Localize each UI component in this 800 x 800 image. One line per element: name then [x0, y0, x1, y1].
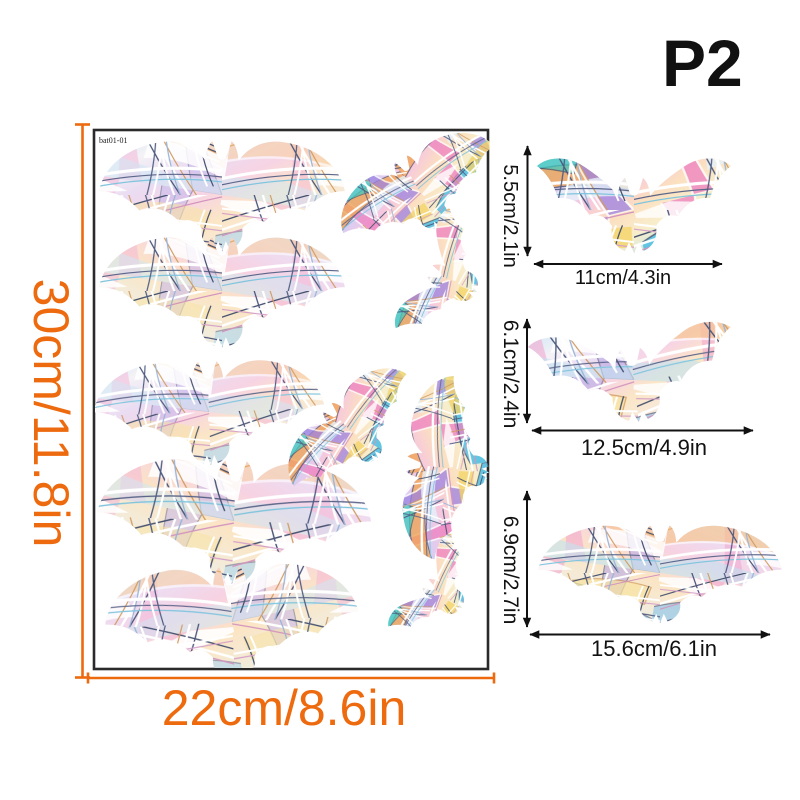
svg-text:P2: P2 — [662, 26, 743, 100]
svg-text:22cm/8.6in: 22cm/8.6in — [162, 680, 407, 736]
svg-text:15.6cm/6.1in: 15.6cm/6.1in — [591, 636, 717, 661]
svg-text:12.5cm/4.9in: 12.5cm/4.9in — [581, 435, 707, 460]
svg-text:30cm/11.8in: 30cm/11.8in — [23, 279, 79, 548]
svg-text:11cm/4.3in: 11cm/4.3in — [575, 267, 671, 289]
svg-text:6.1cm/2.4in: 6.1cm/2.4in — [499, 320, 522, 429]
svg-text:6.9cm/2.7in: 6.9cm/2.7in — [499, 516, 522, 625]
svg-text:bat01-01: bat01-01 — [99, 136, 127, 145]
svg-text:5.5cm/2.1in: 5.5cm/2.1in — [499, 164, 521, 267]
